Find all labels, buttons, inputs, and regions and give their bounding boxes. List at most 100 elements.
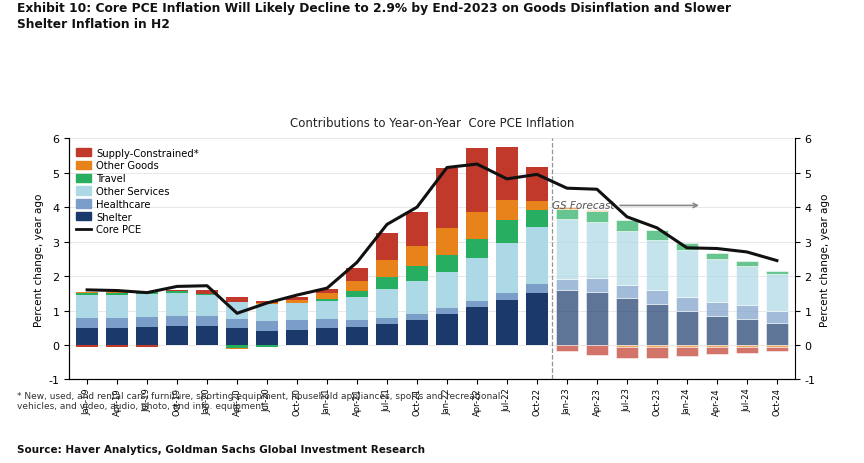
Bar [616, 299, 638, 345]
Text: Exhibit 10: Core PCE Inflation Will Likely Decline to 2.9% by End-2023 on Goods : Exhibit 10: Core PCE Inflation Will Like… [17, 2, 732, 31]
Bar [346, 291, 368, 297]
Text: * New, used, and rental cars, furniture, sporting equipment, household appliance: * New, used, and rental cars, furniture,… [17, 391, 500, 411]
Bar [76, 295, 98, 319]
Bar [315, 329, 339, 345]
Bar [376, 261, 398, 277]
Bar [136, 318, 158, 327]
Bar [406, 320, 429, 345]
Bar [616, 347, 638, 358]
Bar [435, 229, 458, 256]
Bar [376, 277, 398, 289]
Bar [525, 211, 549, 227]
Bar [106, 295, 129, 319]
Bar [226, 303, 248, 319]
Bar [766, 323, 788, 345]
Bar [106, 294, 129, 295]
Bar [496, 148, 518, 201]
Bar [196, 294, 219, 295]
Text: Source: Haver Analytics, Goldman Sachs Global Investment Research: Source: Haver Analytics, Goldman Sachs G… [17, 444, 425, 454]
Bar [435, 169, 458, 229]
Bar [346, 297, 368, 320]
Bar [346, 282, 368, 291]
Bar [166, 290, 188, 291]
Bar [256, 321, 278, 331]
Bar [286, 320, 308, 330]
Bar [226, 297, 248, 303]
Bar [645, 347, 668, 358]
Bar [376, 289, 398, 319]
Bar [556, 208, 578, 209]
Bar [676, 297, 698, 311]
Bar [706, 302, 728, 316]
Bar [376, 234, 398, 261]
Bar [315, 301, 339, 319]
Bar [556, 209, 578, 219]
Bar [196, 295, 219, 317]
Bar [556, 279, 578, 290]
Bar [256, 331, 278, 345]
Bar [586, 222, 608, 279]
Bar [645, 304, 668, 345]
Bar [645, 231, 668, 240]
Bar [136, 294, 158, 318]
Y-axis label: Percent change, year ago: Percent change, year ago [35, 193, 44, 326]
Bar [735, 306, 758, 319]
Bar [256, 345, 278, 347]
Bar [706, 259, 728, 302]
Bar [196, 326, 219, 345]
Bar [645, 240, 668, 290]
Bar [766, 347, 788, 351]
Bar [496, 221, 518, 243]
Bar [286, 297, 308, 300]
Bar [676, 311, 698, 345]
Bar [136, 327, 158, 345]
Bar [406, 314, 429, 320]
Bar [496, 293, 518, 300]
Bar [166, 317, 188, 326]
Bar [525, 294, 549, 345]
Bar [286, 304, 308, 320]
Bar [256, 305, 278, 321]
Bar [616, 221, 638, 232]
Bar [496, 300, 518, 345]
Y-axis label: Percent change, year ago: Percent change, year ago [820, 193, 829, 326]
Bar [706, 316, 728, 345]
Bar [346, 269, 368, 282]
Bar [76, 319, 98, 328]
Bar [406, 282, 429, 314]
Bar [706, 347, 728, 355]
Bar [106, 328, 129, 345]
Bar [136, 293, 158, 294]
Bar [256, 303, 278, 305]
Bar [616, 232, 638, 285]
Bar [106, 293, 129, 294]
Bar [586, 279, 608, 292]
Bar [76, 294, 98, 295]
Bar [196, 317, 219, 326]
Bar [466, 258, 488, 301]
Bar [286, 300, 308, 303]
Bar [466, 149, 488, 213]
Bar [766, 311, 788, 323]
Bar [645, 345, 668, 347]
Bar [435, 256, 458, 272]
Bar [496, 243, 518, 293]
Bar [226, 319, 248, 329]
Bar [406, 266, 429, 282]
Bar [286, 330, 308, 345]
Bar [315, 300, 339, 301]
Bar [406, 213, 429, 246]
Bar [766, 345, 788, 347]
Bar [466, 307, 488, 345]
Bar [166, 292, 188, 294]
Bar [76, 345, 98, 347]
Bar [676, 345, 698, 347]
Bar [735, 345, 758, 347]
Bar [256, 301, 278, 303]
Bar [556, 345, 578, 351]
Bar [676, 250, 698, 297]
Bar [166, 326, 188, 345]
Bar [376, 319, 398, 325]
Legend: Supply-Constrained*, Other Goods, Travel, Other Services, Healthcare, Shelter, C: Supply-Constrained*, Other Goods, Travel… [74, 146, 200, 237]
Bar [586, 345, 608, 355]
